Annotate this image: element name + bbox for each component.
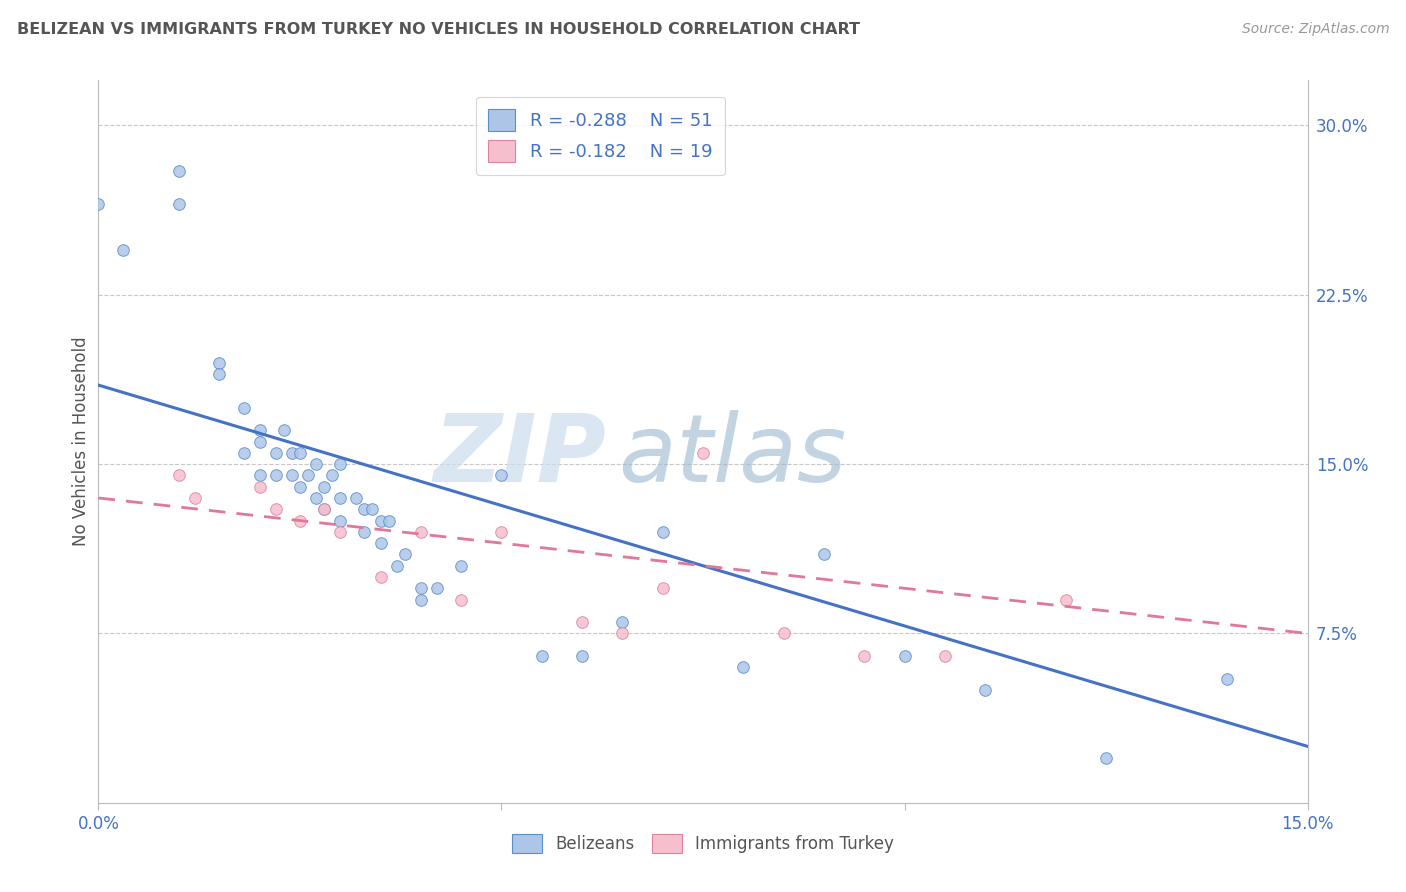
Point bbox=[111, 243, 134, 257]
Point bbox=[1216, 672, 1239, 686]
Point bbox=[974, 682, 997, 697]
Point bbox=[353, 502, 375, 516]
Point bbox=[208, 367, 231, 381]
Point bbox=[305, 457, 328, 471]
Point bbox=[651, 524, 673, 539]
Point bbox=[409, 524, 432, 539]
Point bbox=[813, 548, 835, 562]
Point bbox=[934, 648, 956, 663]
Legend: Belizeans, Immigrants from Turkey: Belizeans, Immigrants from Turkey bbox=[506, 827, 900, 860]
Point bbox=[385, 558, 408, 573]
Point bbox=[491, 468, 513, 483]
Point bbox=[491, 524, 513, 539]
Point bbox=[733, 660, 755, 674]
Point bbox=[167, 197, 190, 211]
Point bbox=[232, 446, 254, 460]
Point bbox=[167, 163, 190, 178]
Point bbox=[167, 468, 190, 483]
Point bbox=[249, 434, 271, 449]
Text: ZIP: ZIP bbox=[433, 410, 606, 502]
Point bbox=[329, 491, 352, 505]
Point bbox=[249, 480, 271, 494]
Point bbox=[297, 468, 319, 483]
Point bbox=[264, 446, 287, 460]
Point bbox=[853, 648, 876, 663]
Point bbox=[208, 355, 231, 369]
Point bbox=[377, 514, 399, 528]
Point bbox=[1095, 750, 1118, 764]
Point bbox=[370, 536, 392, 550]
Text: BELIZEAN VS IMMIGRANTS FROM TURKEY NO VEHICLES IN HOUSEHOLD CORRELATION CHART: BELIZEAN VS IMMIGRANTS FROM TURKEY NO VE… bbox=[17, 22, 860, 37]
Point bbox=[314, 502, 336, 516]
Point bbox=[87, 197, 110, 211]
Text: Source: ZipAtlas.com: Source: ZipAtlas.com bbox=[1241, 22, 1389, 37]
Point bbox=[370, 514, 392, 528]
Point bbox=[361, 502, 384, 516]
Point bbox=[450, 558, 472, 573]
Text: atlas: atlas bbox=[619, 410, 846, 501]
Point bbox=[409, 582, 432, 596]
Point bbox=[329, 457, 352, 471]
Point bbox=[370, 570, 392, 584]
Point bbox=[264, 502, 287, 516]
Point bbox=[893, 648, 915, 663]
Point bbox=[264, 468, 287, 483]
Point bbox=[329, 514, 352, 528]
Point bbox=[409, 592, 432, 607]
Point bbox=[281, 446, 304, 460]
Point bbox=[571, 648, 593, 663]
Point bbox=[314, 502, 336, 516]
Point bbox=[394, 548, 416, 562]
Point bbox=[273, 423, 295, 437]
Point bbox=[305, 491, 328, 505]
Point bbox=[314, 480, 336, 494]
Y-axis label: No Vehicles in Household: No Vehicles in Household bbox=[72, 336, 90, 547]
Point bbox=[249, 423, 271, 437]
Point bbox=[353, 524, 375, 539]
Point bbox=[612, 626, 634, 640]
Point bbox=[288, 480, 311, 494]
Point bbox=[1054, 592, 1077, 607]
Point bbox=[692, 446, 714, 460]
Point bbox=[184, 491, 207, 505]
Point bbox=[321, 468, 343, 483]
Point bbox=[288, 446, 311, 460]
Point bbox=[281, 468, 304, 483]
Point bbox=[530, 648, 553, 663]
Point bbox=[344, 491, 367, 505]
Point bbox=[329, 524, 352, 539]
Point bbox=[772, 626, 794, 640]
Point bbox=[651, 582, 673, 596]
Point bbox=[232, 401, 254, 415]
Point bbox=[426, 582, 449, 596]
Point bbox=[249, 468, 271, 483]
Point bbox=[288, 514, 311, 528]
Point bbox=[571, 615, 593, 630]
Point bbox=[450, 592, 472, 607]
Point bbox=[612, 615, 634, 630]
